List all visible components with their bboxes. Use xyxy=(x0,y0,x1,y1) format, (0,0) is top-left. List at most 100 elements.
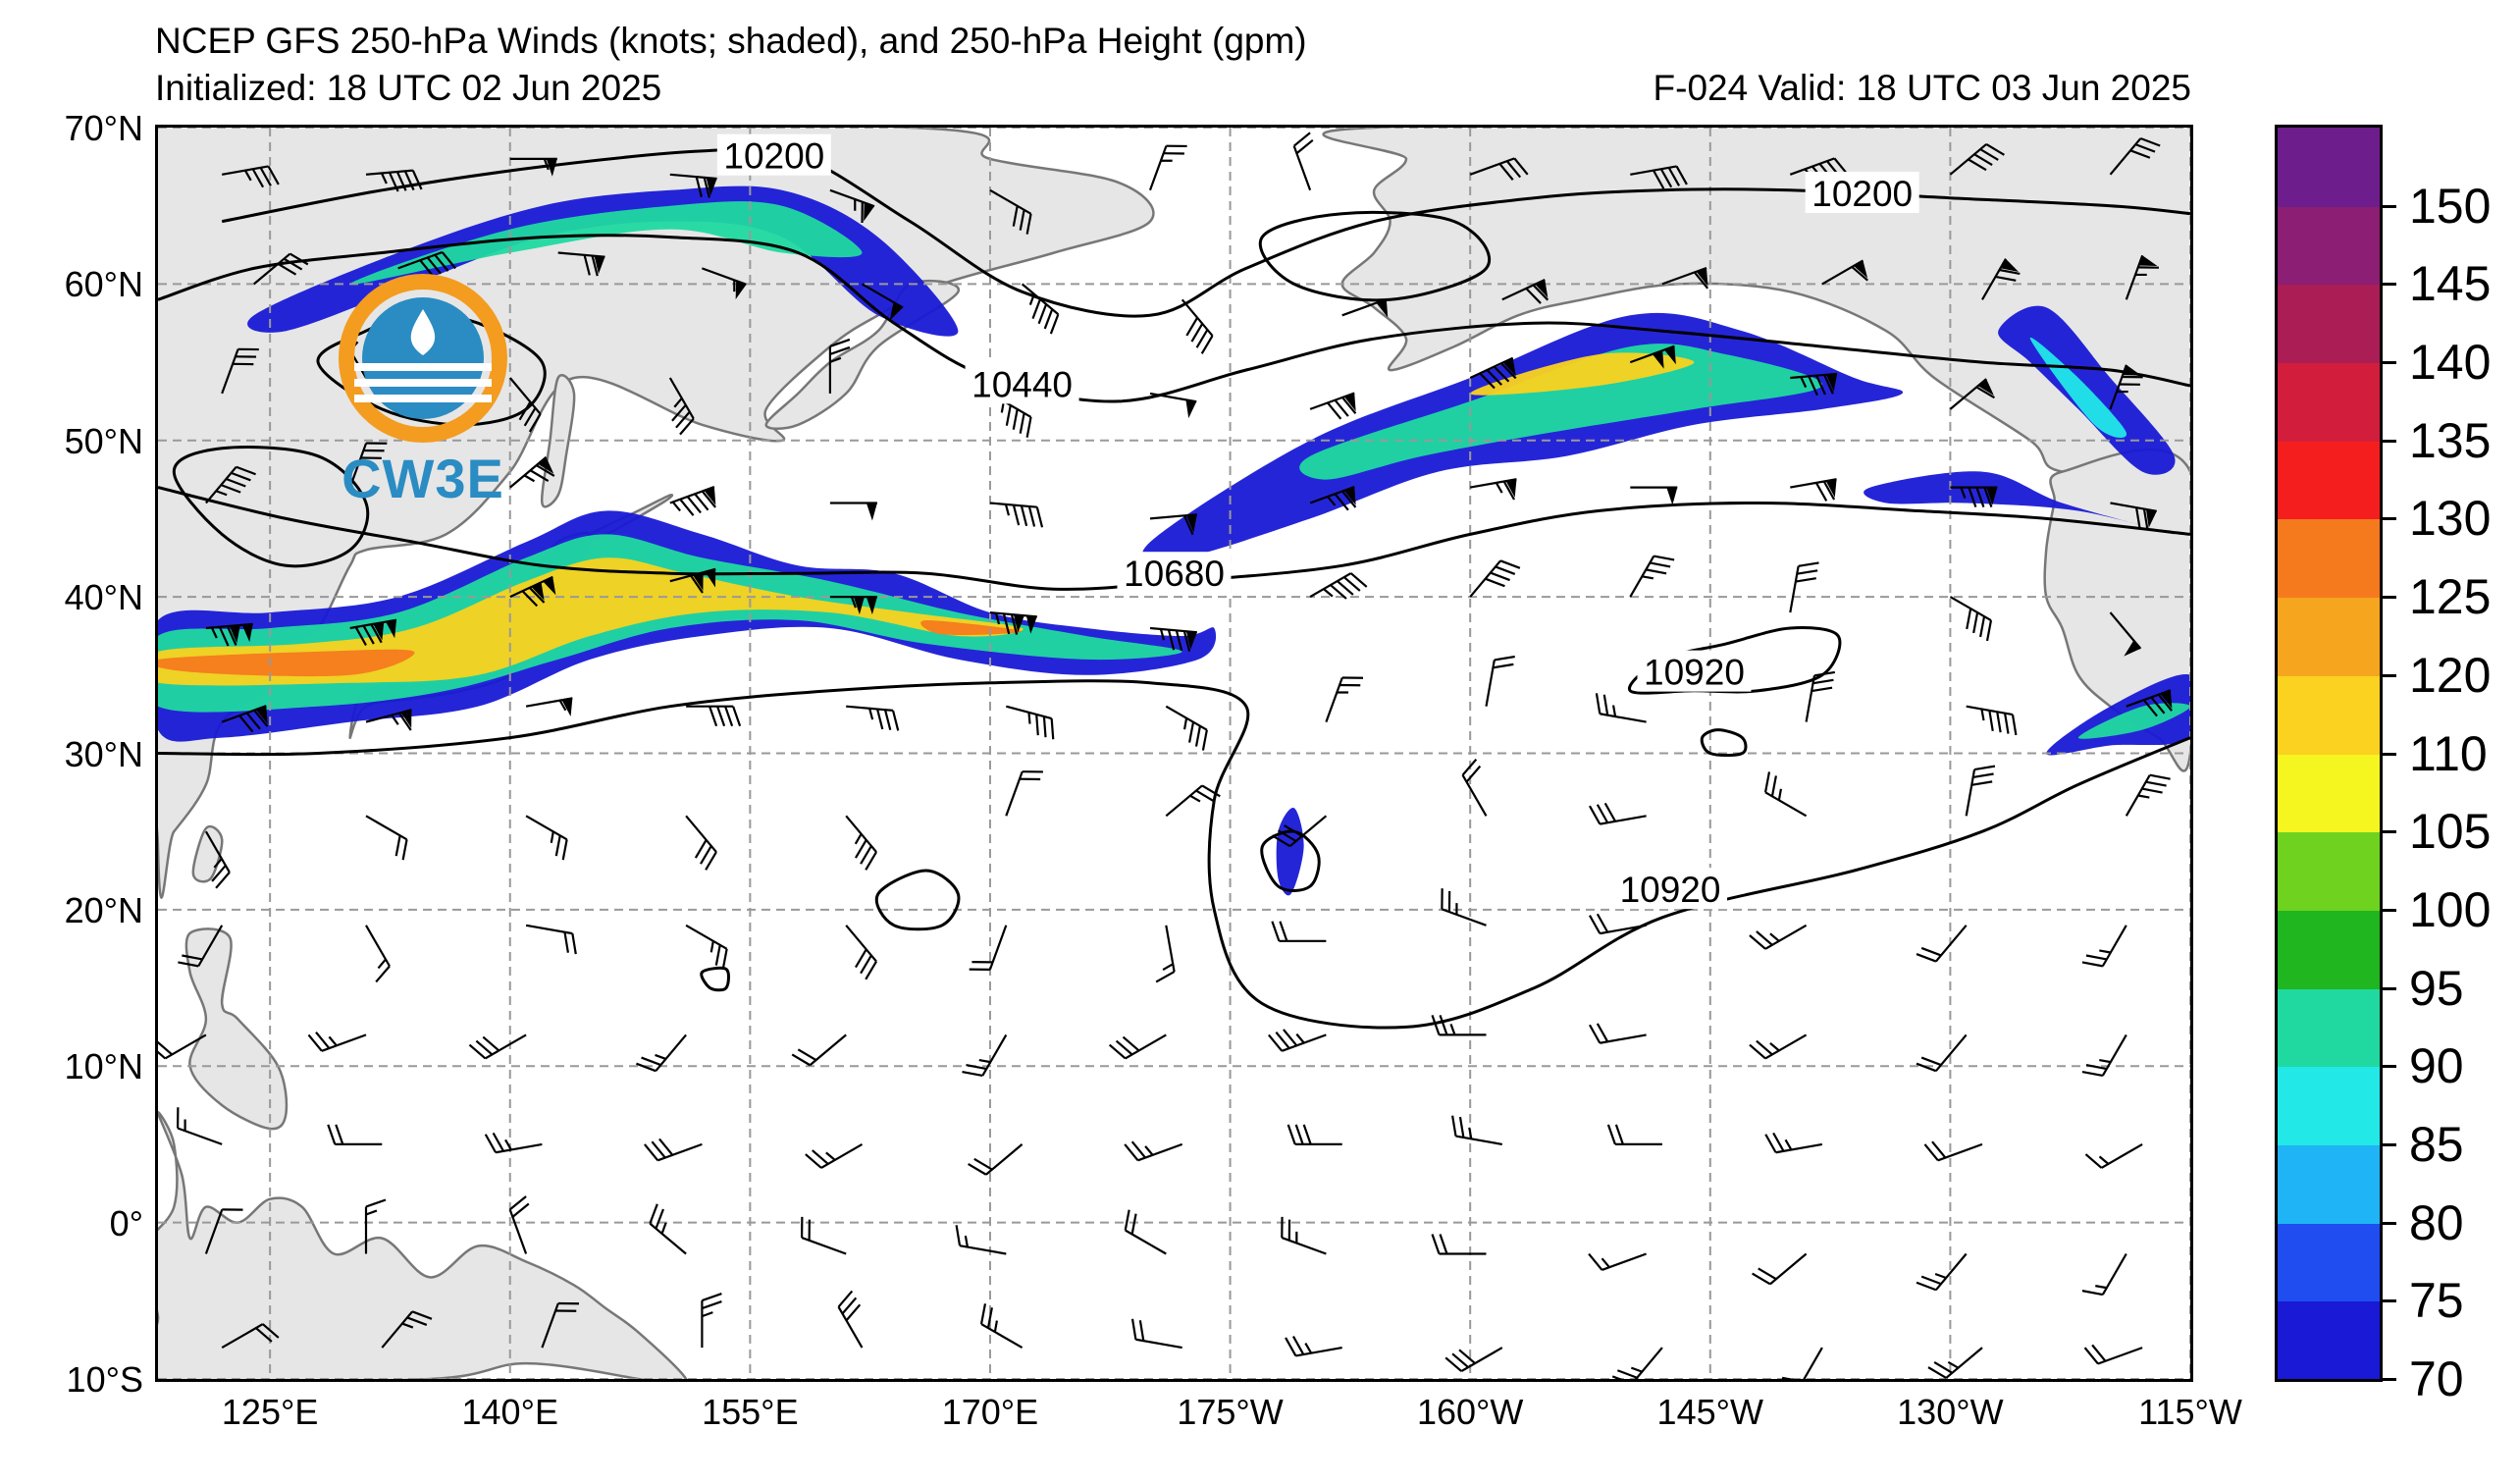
wind-barb xyxy=(2109,137,2161,176)
colorbar-tick-label: 90 xyxy=(2409,1038,2464,1094)
colorbar-tick xyxy=(2383,1299,2396,1303)
wind-barb xyxy=(1341,297,1389,318)
contour-label: 10200 xyxy=(1811,174,1913,214)
wind-barb xyxy=(846,705,900,731)
colorbar-tick xyxy=(2383,1221,2396,1225)
wind-barb xyxy=(381,1310,433,1349)
wind-barb xyxy=(364,1198,387,1254)
wind-barb xyxy=(1949,596,1993,642)
colorbar-tick-label: 135 xyxy=(2409,412,2492,468)
wind-barb xyxy=(636,1033,687,1073)
wind-barb xyxy=(1950,486,1998,507)
contour-label: 10440 xyxy=(971,364,1073,404)
jet-gulf-of-alaska-jet-110kt xyxy=(1470,352,1695,396)
colorbar-tick-label: 130 xyxy=(2409,491,2492,547)
colorbar xyxy=(2275,125,2383,1382)
lon-label: 175°W xyxy=(1177,1392,1284,1432)
plot-title: NCEP GFS 250-hPa Winds (knots; shaded), … xyxy=(155,21,1307,61)
wind-barb xyxy=(1589,913,1647,935)
wind-barb xyxy=(1485,655,1515,707)
colorbar-segment xyxy=(2278,1222,2380,1302)
wind-barb xyxy=(1469,157,1529,181)
wind-barb xyxy=(1927,1347,1983,1379)
wind-barb xyxy=(668,377,695,436)
colorbar-tick xyxy=(2383,673,2396,677)
wind-barb xyxy=(845,815,877,871)
wind-barb xyxy=(702,267,747,300)
wind-barb xyxy=(800,1216,847,1255)
wind-barb xyxy=(2126,689,2173,717)
wind-barb xyxy=(1630,165,1688,189)
colorbar-tick-label: 80 xyxy=(2409,1194,2464,1250)
colorbar-tick xyxy=(2383,1378,2396,1381)
colorbar-tick xyxy=(2383,830,2396,834)
contour-label: 10200 xyxy=(723,136,824,177)
wind-barb xyxy=(685,815,717,871)
wind-barb xyxy=(2084,1142,2143,1169)
wind-barb xyxy=(1763,771,1808,818)
wind-barb xyxy=(1981,258,2021,300)
wind-barb xyxy=(845,925,877,980)
wind-barb xyxy=(1461,758,1488,817)
wind-barb xyxy=(484,1132,543,1154)
wind-barb xyxy=(1595,693,1647,723)
wind-barb xyxy=(1281,1216,1327,1255)
colorbar-segment xyxy=(2278,362,2380,442)
colorbar-segment xyxy=(2278,518,2380,599)
wind-barb xyxy=(1286,1124,1342,1146)
wind-barb xyxy=(1923,1140,1983,1162)
height-contour-10920 xyxy=(158,679,2190,1030)
wind-barb xyxy=(1588,1252,1647,1271)
wind-barb xyxy=(253,252,309,286)
wind-barb xyxy=(1966,705,2018,736)
wind-barb xyxy=(509,575,556,608)
colorbar-tick xyxy=(2383,439,2396,443)
colorbar-tick xyxy=(2383,596,2396,600)
colorbar-segment xyxy=(2278,753,2380,833)
lat-label: 30°N xyxy=(64,733,143,774)
wind-barb xyxy=(509,157,557,177)
wind-barb xyxy=(508,377,542,433)
wind-barb xyxy=(205,622,253,647)
wind-barb xyxy=(1309,486,1357,511)
colorbar-tick-label: 105 xyxy=(2409,804,2492,860)
wind-barb xyxy=(1789,561,1819,613)
contour-label-bg xyxy=(1637,650,1752,692)
wind-barb xyxy=(2125,773,2171,817)
colorbar-tick xyxy=(2383,517,2396,521)
wind-barb xyxy=(1790,478,1837,502)
height-contour-10920 xyxy=(1700,728,1748,758)
wind-barb xyxy=(1292,132,1314,191)
wind-shading-layer xyxy=(158,185,2190,896)
height-contour-10920 xyxy=(875,869,961,931)
wind-barb xyxy=(1005,770,1043,817)
wind-barb xyxy=(955,1225,1007,1255)
wind-barb xyxy=(686,705,742,727)
colorbar-tick-label: 100 xyxy=(2409,881,2492,937)
wind-barb xyxy=(1501,279,1549,304)
wind-barb xyxy=(222,165,280,188)
wind-barb xyxy=(1309,392,1357,420)
colorbar-tick xyxy=(2383,204,2396,208)
wind-barb xyxy=(829,596,877,615)
lat-label: 0° xyxy=(109,1202,143,1244)
wind-barb xyxy=(1949,378,1995,410)
jet-bc-jet-85kt xyxy=(2029,337,2127,439)
wind-barb xyxy=(2109,364,2143,410)
jet-gulf-of-alaska-jet-90kt xyxy=(1299,344,1823,480)
wind-barb xyxy=(1589,1023,1647,1044)
colorbar-tick-label: 110 xyxy=(2409,725,2488,781)
wind-barb xyxy=(1752,1252,1808,1286)
wind-barb xyxy=(365,925,391,983)
contour-labels: 10200 10200 10440 10680 10920 10920 xyxy=(716,133,1919,910)
wind-barb xyxy=(1268,1029,1327,1052)
colorbar-tick-label: 145 xyxy=(2409,256,2492,312)
logo-icon xyxy=(339,274,507,443)
wind-barb xyxy=(204,830,231,889)
colorbar-tick-label: 150 xyxy=(2409,178,2492,234)
wind-barb xyxy=(791,1033,847,1067)
wind-barb xyxy=(1271,815,1328,848)
wind-barb xyxy=(1149,626,1197,652)
cw3e-logo: CW3E xyxy=(325,265,521,520)
wind-barb xyxy=(1469,559,1521,598)
